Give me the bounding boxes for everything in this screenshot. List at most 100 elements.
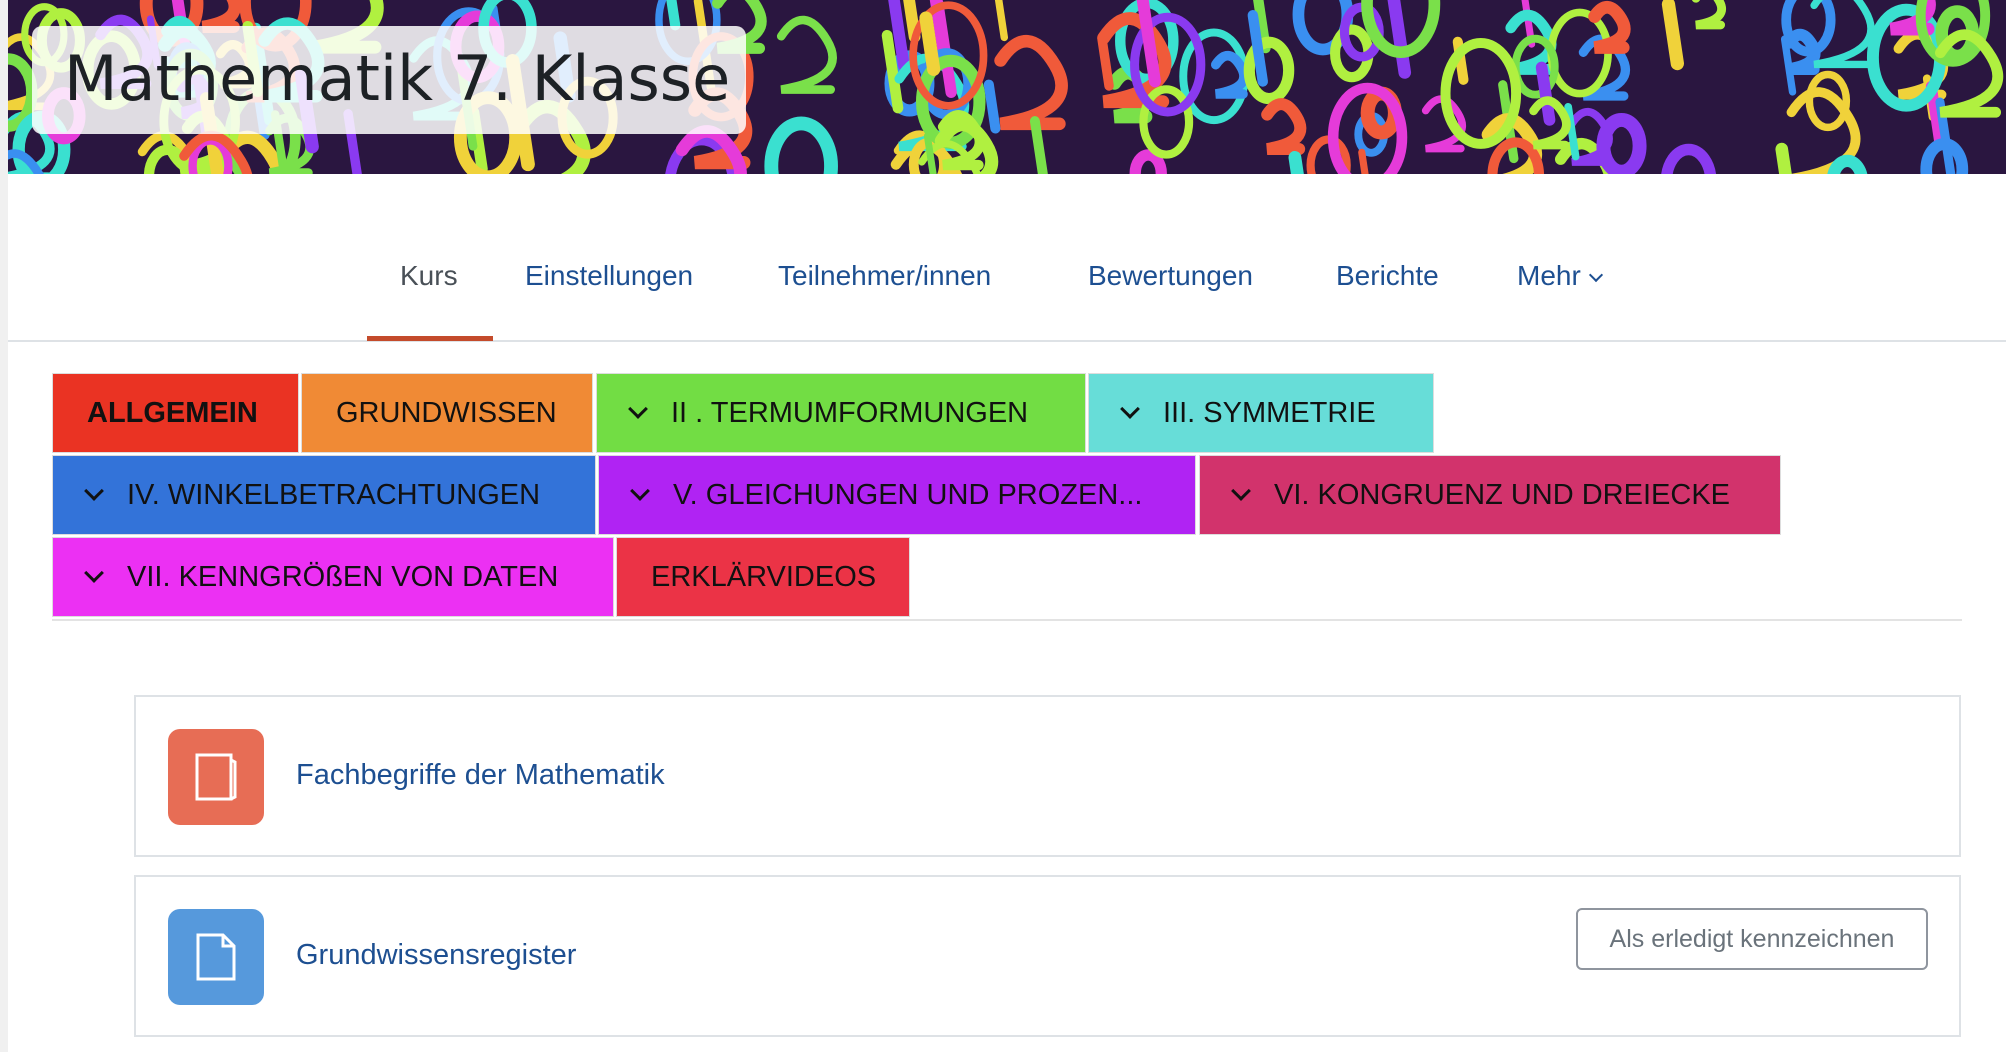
course-banner: Mathematik 7. Klasse	[8, 0, 2006, 174]
banner-ring	[1440, 38, 1522, 149]
chevron-down-icon	[1588, 267, 1603, 283]
section-tab[interactable]: II . TERMUMFORMUNGEN	[596, 373, 1086, 453]
banner-stroke	[1247, 10, 1268, 87]
banner-arc	[1588, 1, 1631, 54]
chevron-down-icon	[84, 481, 104, 501]
activity-link[interactable]: Fachbegriffe der Mathematik	[296, 759, 665, 791]
nav-einstellungen[interactable]: Einstellungen	[525, 260, 694, 291]
banner-stroke	[1564, 102, 1580, 161]
section-tab[interactable]: VI. KONGRUENZ UND DREIECKE	[1199, 455, 1781, 535]
banner-ring	[1130, 12, 1206, 117]
chevron-down-icon	[1120, 399, 1140, 419]
banner-ring	[1596, 113, 1647, 174]
banner-ring	[1139, 85, 1194, 159]
banner-arc	[776, 15, 837, 94]
section-tab[interactable]: VII. KENNGRÖßEN VON DATEN	[52, 537, 614, 617]
section-tab-label: II . TERMUMFORMUNGEN	[671, 396, 1029, 429]
banner-arc	[201, 0, 241, 33]
chevron-down-icon	[1231, 481, 1251, 501]
nav-mehr[interactable]: Mehr	[1517, 260, 1603, 292]
section-tab[interactable]: GRUNDWISSEN	[301, 373, 593, 453]
section-tab-label: ALLGEMEIN	[87, 396, 258, 429]
nav-teilnehmer[interactable]: Teilnehmer/innen	[778, 260, 992, 291]
banner-arc	[1578, 34, 1630, 101]
banner-arc	[1097, 12, 1172, 109]
mark-as-done-button[interactable]: Als erledigt kennzeichnen	[1576, 908, 1928, 970]
section-tab-label: IV. WINKELBETRACHTUNGEN	[127, 478, 541, 511]
banner-stroke	[983, 79, 1001, 134]
banner-ring	[1327, 82, 1408, 174]
nav-berichte[interactable]: Berichte	[1336, 260, 1439, 291]
book-icon	[168, 729, 264, 825]
banner-stroke	[1535, 61, 1556, 126]
left-edge	[0, 0, 8, 1052]
nav-mehr-label: Mehr	[1517, 260, 1581, 291]
section-tab-label: VI. KONGRUENZ UND DREIECKE	[1274, 478, 1730, 511]
banner-stroke	[923, 132, 937, 174]
activity-card: Grundwissensregister Als erledigt kennze…	[134, 875, 1961, 1037]
banner-stroke	[903, 0, 921, 43]
banner-arc	[1261, 98, 1307, 156]
banner-stroke	[1358, 148, 1369, 174]
banner-ring	[8, 53, 38, 132]
course-nav: Kurs Einstellungen Teilnehmer/innen Bewe…	[8, 230, 2006, 342]
banner-stroke	[1029, 116, 1048, 174]
section-tab[interactable]: IV. WINKELBETRACHTUNGEN	[52, 455, 596, 535]
banner-stroke	[994, 0, 1009, 42]
course-title-box: Mathematik 7. Klasse	[32, 26, 746, 134]
section-tab[interactable]: V. GLEICHUNGEN UND PROZEN...	[598, 455, 1196, 535]
banner-arc	[1210, 50, 1249, 99]
banner-stroke	[1775, 142, 1792, 174]
banner-stroke	[1136, 0, 1161, 88]
banner-ring	[1661, 143, 1717, 174]
banner-stroke	[1780, 35, 1797, 96]
active-tab-indicator	[367, 336, 493, 341]
banner-stroke	[666, 0, 681, 31]
nav-bewertungen[interactable]: Bewertungen	[1088, 260, 1254, 291]
section-tab-label: III. SYMMETRIE	[1163, 396, 1376, 429]
banner-ring	[1361, 0, 1441, 59]
section-tab-label: V. GLEICHUNGEN UND PROZEN...	[673, 478, 1143, 511]
section-tab[interactable]: ALLGEMEIN	[52, 373, 299, 453]
banner-arc	[1505, 9, 1557, 75]
chevron-down-icon	[84, 563, 104, 583]
banner-arc	[217, 130, 286, 174]
chevron-down-icon	[630, 481, 650, 501]
banner-arc	[1810, 0, 1875, 69]
section-tab-label: ERKLÄRVIDEOS	[651, 560, 877, 593]
banner-ring	[764, 116, 838, 174]
banner-arc	[1691, 0, 1726, 30]
banner-stroke	[1288, 150, 1304, 174]
banner-arc	[8, 149, 44, 174]
nav-kurs[interactable]: Kurs	[400, 260, 458, 291]
activity-card: Fachbegriffe der Mathematik	[134, 695, 1961, 857]
banner-ring	[909, 1, 988, 110]
banner-stroke	[1661, 0, 1684, 71]
banner-arc	[179, 130, 253, 174]
file-icon	[168, 909, 264, 1005]
section-tab[interactable]: ERKLÄRVIDEOS	[616, 537, 910, 617]
activity-link[interactable]: Grundwissensregister	[296, 939, 577, 971]
banner-ring	[1129, 149, 1167, 174]
banner-ring	[1920, 138, 1969, 174]
section-tab-label: VII. KENNGRÖßEN VON DATEN	[127, 560, 559, 593]
banner-arc	[934, 118, 999, 174]
banner-arc	[1481, 113, 1542, 174]
banner-arc	[1421, 95, 1466, 153]
banner-arc	[1783, 28, 1821, 76]
banner-stroke	[1935, 97, 1956, 174]
banner-ring	[1781, 0, 1836, 57]
banner-ring	[1179, 28, 1249, 125]
section-tab-label: GRUNDWISSEN	[336, 396, 557, 429]
section-tab[interactable]: III. SYMMETRIE	[1088, 373, 1434, 453]
banner-stroke	[919, 11, 941, 76]
banner-ring	[1805, 70, 1851, 132]
banner-stroke	[881, 29, 904, 114]
banner-ring	[1243, 36, 1295, 105]
banner-ring	[665, 134, 739, 174]
banner-ring	[1487, 137, 1545, 174]
banner-stroke	[932, 0, 957, 98]
banner-stroke	[1097, 34, 1114, 91]
banner-arc	[1934, 29, 2004, 118]
section-tabs: ALLGEMEIN GRUNDWISSEN II . TERMUMFORMUNGEN…	[52, 373, 1962, 621]
